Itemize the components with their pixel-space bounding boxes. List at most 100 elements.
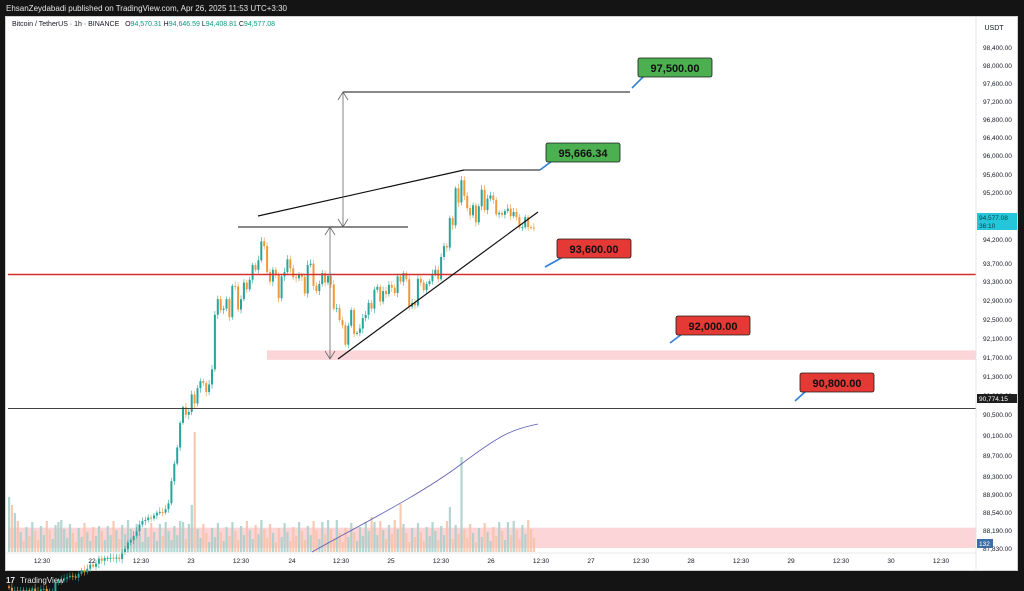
volume-bar [402,524,405,552]
volume-bar [408,542,411,552]
volume-bar [153,532,156,552]
volume-bar [222,541,225,552]
candle-body [248,279,251,290]
volume-bar [77,528,80,552]
volume-bar [219,532,222,552]
volume-bar [321,522,324,552]
volume-bar [138,533,141,552]
candle-body [266,246,269,273]
volume-bar [295,536,298,552]
y-tick-label: 97,600.00 [983,81,1012,88]
candle-body [147,517,150,521]
volume-bar [338,533,341,552]
volume-bar [370,517,373,552]
support-label-box[interactable] [675,315,751,336]
x-tick-label: 25 [387,558,395,565]
close-label: C [238,21,244,28]
candle-body [286,259,289,273]
candle-body [129,540,132,543]
candle-body [460,180,463,203]
candle-body [216,299,219,315]
volume-bar [37,540,40,552]
volume-bar [312,521,315,552]
candle-body [498,212,501,215]
y-tick-label: 93,700.00 [983,261,1012,268]
volume-bar [13,513,16,552]
candle-body [42,588,45,590]
x-tick-label: 12:30 [733,558,750,565]
candle-body [182,407,184,423]
candle-body [144,520,147,522]
candle-body [376,286,379,290]
x-tick-label: 29 [787,558,795,565]
volume-bar [190,505,193,552]
volume-bar [437,540,440,552]
candle-body [77,573,80,578]
volume-bar [292,527,295,552]
candle-body [92,564,95,567]
candle-body [167,503,170,510]
volume-bar [501,531,504,552]
candle-body [60,579,63,581]
volume-bar [492,527,495,552]
target-label-box[interactable] [545,142,621,163]
candle-body [196,388,199,404]
high-value: 94,646.59 [168,21,200,28]
volume-bar [306,526,309,552]
y-tick-label: 90,500.00 [983,412,1012,419]
volume-bar [193,432,196,552]
volume-bar [286,532,289,552]
volume-bar [309,535,312,552]
candle-body [451,218,454,226]
volume-bar [364,522,367,552]
x-tick-label: 22 [88,558,96,565]
candle-body [402,273,405,282]
candle-body [97,558,100,564]
volume-bar [460,457,463,552]
candle-body [39,589,42,591]
volume-bar [112,521,115,552]
x-tick-label: 12:30 [133,558,150,565]
candle-body [71,575,74,577]
support-label-box[interactable] [556,238,632,259]
candle-body [434,269,437,275]
volume-bar [335,520,338,552]
volume-bar [434,531,437,552]
candle-body [219,299,222,311]
candle-body [466,195,469,209]
candle-body [237,286,240,310]
support-label-box[interactable] [799,372,875,393]
target-label-box[interactable] [637,57,713,78]
candle-body [428,281,431,284]
candle-body [8,586,10,588]
candle-body [100,558,103,561]
volume-bar [211,528,214,552]
candle-body [527,217,530,228]
y-tick-label: 93,300.00 [983,279,1012,286]
volume-bar [440,526,443,552]
volume-bar [324,534,327,552]
open-value: 94,570.31 [130,21,162,28]
volume-bar [83,523,86,552]
candle-body [454,188,457,226]
volume-badge-text: 132 [979,541,990,548]
candle-body [292,268,295,278]
candle-body [298,274,300,279]
volume-bar [448,507,451,552]
candle-body [414,302,416,306]
candle-body [501,212,503,215]
volume-bar [451,539,454,552]
candle-body [164,509,167,513]
candle-body [109,557,112,559]
volume-bar [225,527,228,552]
volume-bar [266,538,269,552]
candle-body [63,578,66,580]
volume-bar [347,537,350,552]
symbol-title[interactable]: Bitcoin / TetherUS · 1h · BINANCE [12,21,120,28]
candle-body [324,273,327,283]
volume-bar [289,541,292,552]
candle-body [425,283,428,291]
candle-body [260,241,263,261]
x-tick-label: 23 [187,558,195,565]
